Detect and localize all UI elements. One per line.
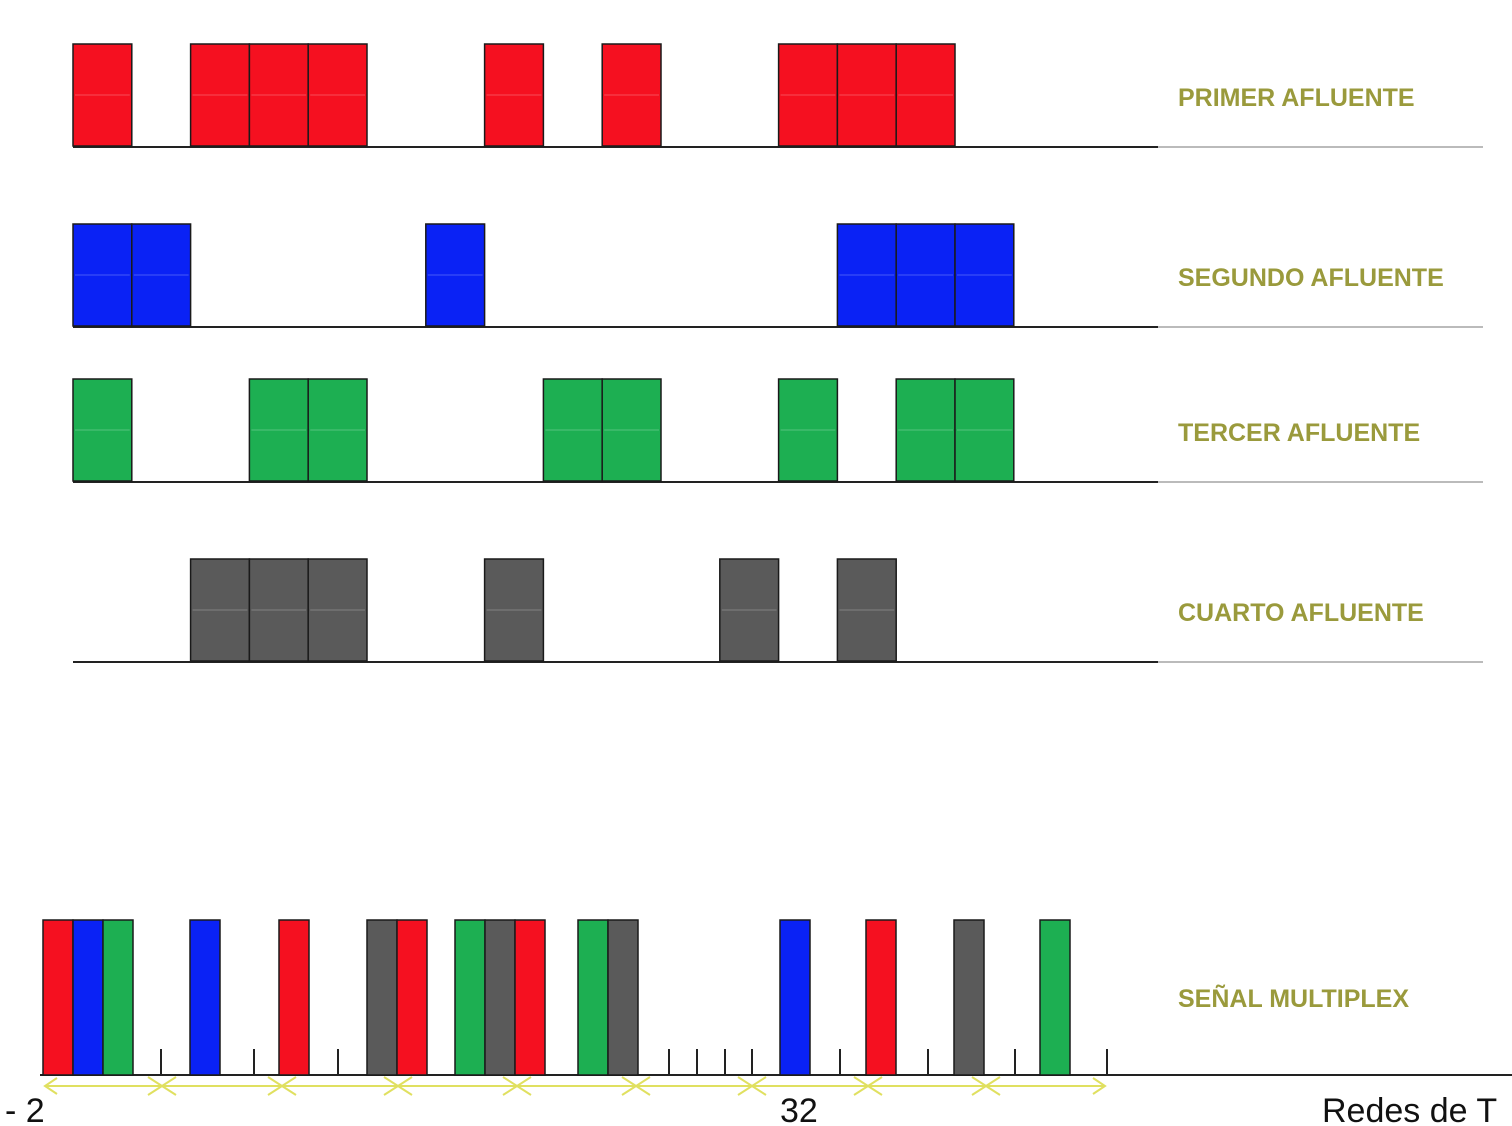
time-slot-block <box>425 223 486 327</box>
time-slot-block <box>189 558 251 662</box>
multiplex-slot-group <box>189 919 221 1076</box>
axis-mid-text: 32 <box>780 1092 818 1126</box>
time-axis: - 2 32 Redes de T <box>5 1076 1497 1126</box>
frame-marker <box>147 1076 177 1096</box>
time-slot-block <box>719 558 780 662</box>
tributary-lane: PRIMER AFLUENTE <box>72 43 1483 148</box>
tributary-label: SEGUNDO AFLUENTE <box>1178 264 1444 292</box>
time-slot-block <box>307 378 368 482</box>
multiplex-block <box>1039 919 1071 1076</box>
multiplex-block <box>953 919 985 1076</box>
time-slot-block <box>836 558 897 662</box>
tributary-lane: CUARTO AFLUENTE <box>73 558 1483 663</box>
multiplex-block <box>607 919 639 1076</box>
time-slot-block <box>777 43 839 147</box>
multiplex-slot-group <box>577 919 639 1076</box>
multiplex-slot-group <box>953 919 985 1076</box>
time-slot-block <box>895 43 956 147</box>
frame-marker <box>853 1076 883 1096</box>
frame-marker <box>971 1076 1001 1096</box>
time-slot-block <box>189 43 251 147</box>
multiplex-block <box>484 919 516 1076</box>
multiplex-block <box>278 919 310 1076</box>
time-slot-block <box>601 378 662 482</box>
tributary-label: TERCER AFLUENTE <box>1178 419 1420 447</box>
time-slot-block <box>248 43 309 147</box>
multiplex-block <box>396 919 428 1076</box>
multiplex-block <box>189 919 221 1076</box>
frame-marker <box>737 1076 767 1096</box>
frame-marker <box>1092 1077 1107 1095</box>
multiplex-label: SEÑAL MULTIPLEX <box>1178 983 1409 1013</box>
time-slot-block <box>954 223 1015 327</box>
multiplex-slot-group <box>366 919 428 1076</box>
multiplex-slot-group <box>1039 919 1071 1076</box>
time-slot-block <box>131 223 192 327</box>
time-slot-block <box>483 558 545 662</box>
axis-left-text: - 2 <box>5 1092 45 1126</box>
axis-right-text: Redes de T <box>1322 1092 1497 1126</box>
multiplex-block <box>72 919 104 1076</box>
tributary-label: CUARTO AFLUENTE <box>1178 599 1424 627</box>
multiplex-block <box>454 919 486 1076</box>
multiplex-slot-group <box>278 919 310 1076</box>
multiplex-lane: SEÑAL MULTIPLEX <box>40 919 1512 1076</box>
time-slot-block <box>248 558 309 662</box>
multiplex-block <box>366 919 398 1076</box>
multiplex-slot-group <box>454 919 546 1076</box>
frame-marker <box>43 1077 58 1095</box>
multiplex-block <box>865 919 897 1076</box>
multiplex-block <box>42 919 74 1076</box>
time-slot-block <box>72 223 133 327</box>
frame-marker <box>267 1076 297 1096</box>
multiplex-block <box>102 919 134 1076</box>
tributary-lanes: PRIMER AFLUENTE SEGUNDO AFLUENTE TERCER AF… <box>72 43 1483 663</box>
time-slot-block <box>601 43 662 147</box>
tributary-lane: TERCER AFLUENTE <box>72 378 1483 483</box>
multiplex-block <box>779 919 811 1076</box>
tributary-lane: SEGUNDO AFLUENTE <box>72 223 1483 328</box>
multiplex-slot-group <box>42 919 134 1076</box>
time-slot-block <box>307 558 368 662</box>
tributary-label: PRIMER AFLUENTE <box>1178 84 1415 112</box>
time-slot-block <box>542 378 603 482</box>
time-slot-block <box>72 43 133 147</box>
time-slot-block <box>777 378 839 482</box>
multiplex-block <box>514 919 546 1076</box>
time-slot-block <box>307 43 368 147</box>
time-slot-block <box>895 378 956 482</box>
frame-marker <box>383 1076 413 1096</box>
multiplex-slot-group <box>779 919 811 1076</box>
multiplex-slot-group <box>865 919 897 1076</box>
time-slot-block <box>483 43 545 147</box>
frame-marker <box>621 1076 651 1096</box>
time-slot-block <box>954 378 1015 482</box>
time-slot-block <box>72 378 133 482</box>
time-slot-block <box>836 43 897 147</box>
frame-marker <box>502 1076 532 1096</box>
time-slot-block <box>836 223 897 327</box>
multiplex-block <box>577 919 609 1076</box>
